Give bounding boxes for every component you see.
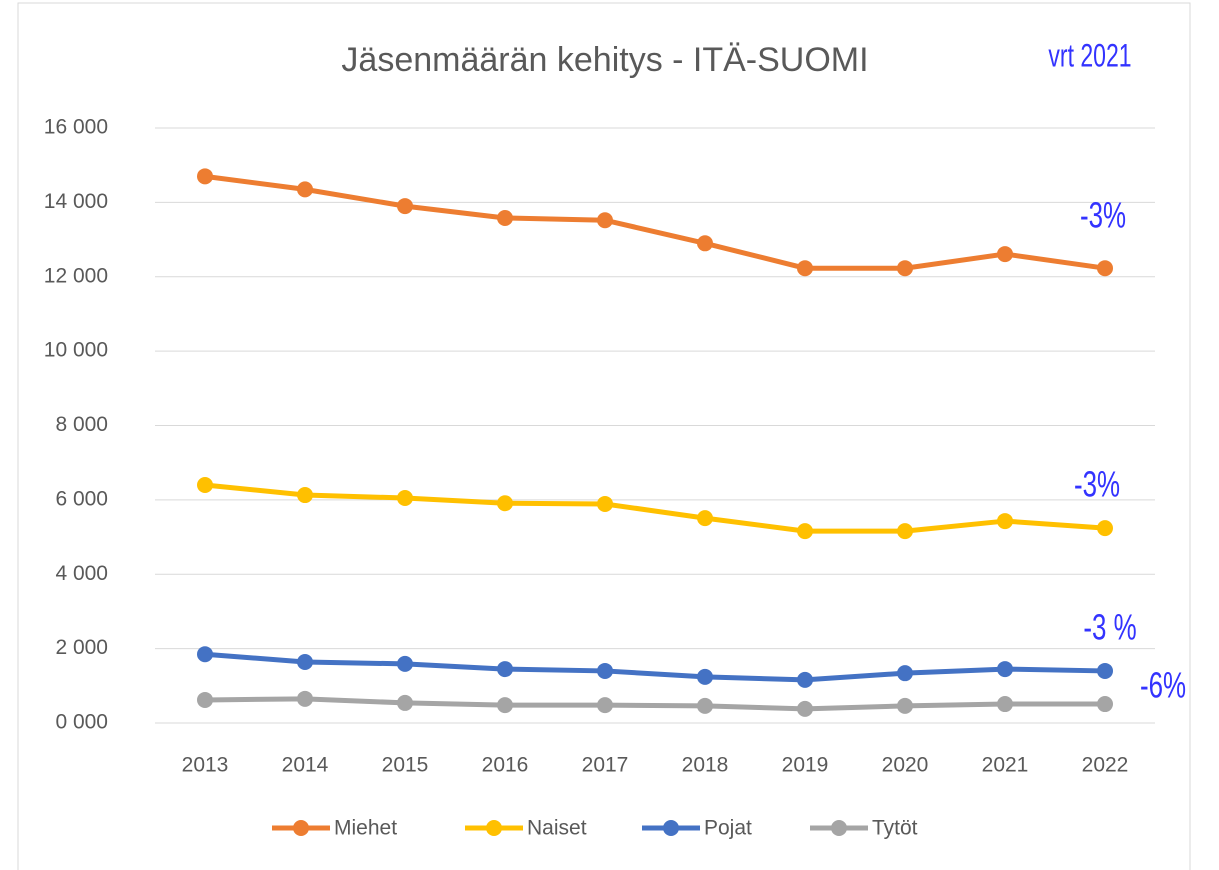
x-tick-label: 2017 [582, 754, 629, 777]
legend-label: Pojat [704, 817, 752, 840]
x-tick-label: 2020 [882, 754, 929, 777]
annotation: -3% [1074, 464, 1120, 504]
y-tick-label: 16 000 [44, 116, 108, 139]
annotation: -3% [1080, 195, 1126, 235]
y-tick-label: 4 000 [55, 562, 108, 585]
data-point [297, 690, 313, 707]
annotation: vrt 2021 [1048, 38, 1131, 74]
x-tick-label: 2022 [1082, 754, 1129, 777]
legend-marker [486, 820, 502, 836]
data-point [197, 168, 213, 185]
x-tick-label: 2013 [182, 754, 229, 777]
data-point [797, 700, 813, 717]
data-point [197, 477, 213, 493]
data-point [197, 646, 213, 663]
data-point [997, 513, 1013, 530]
series-line [204, 696, 1105, 712]
data-point [497, 209, 513, 226]
legend-label: Miehet [334, 817, 397, 840]
data-point [297, 487, 313, 504]
annotation: -6% [1140, 665, 1186, 705]
data-point [397, 198, 413, 215]
y-tick-label: 8 000 [55, 413, 108, 436]
series-line [204, 482, 1106, 534]
data-point [297, 181, 313, 198]
data-point [697, 697, 713, 714]
data-point [897, 260, 913, 277]
x-tick-label: 2021 [982, 754, 1029, 777]
y-tick-label: 0 000 [55, 711, 108, 734]
legend-marker [831, 820, 847, 836]
data-point [897, 697, 913, 714]
x-tick-label: 2015 [382, 754, 429, 777]
data-point [597, 697, 613, 714]
y-tick-label: 6 000 [55, 487, 108, 510]
data-point [797, 523, 813, 540]
legend-label: Tytöt [872, 817, 918, 840]
data-point [797, 671, 813, 688]
data-point [897, 523, 913, 540]
data-point [197, 691, 213, 708]
data-point [1097, 662, 1113, 679]
data-point [497, 697, 513, 714]
data-point [597, 495, 613, 512]
chart-title: Jäsenmäärän kehitys - ITÄ-SUOMI [341, 41, 868, 79]
data-point [397, 655, 413, 672]
data-point [697, 668, 713, 685]
x-tick-label: 2016 [482, 754, 529, 777]
data-point [997, 246, 1013, 263]
data-point [997, 696, 1013, 713]
legend-marker [663, 820, 679, 836]
legend-label: Naiset [527, 817, 587, 840]
y-tick-label: 2 000 [55, 636, 108, 659]
data-point [397, 490, 413, 507]
data-point [497, 495, 513, 512]
chart-border [17, 2, 1191, 870]
data-point [597, 212, 613, 229]
data-point [1097, 520, 1113, 537]
legend-marker [293, 820, 309, 836]
data-point [697, 235, 713, 252]
data-point [297, 654, 313, 671]
data-point [697, 510, 713, 527]
data-point [997, 661, 1013, 678]
data-point [1097, 696, 1113, 713]
y-tick-label: 10 000 [44, 339, 108, 362]
x-tick-label: 2018 [682, 754, 729, 777]
data-point [597, 662, 613, 679]
annotation: -3 % [1083, 607, 1136, 647]
y-tick-label: 14 000 [44, 190, 108, 213]
x-tick-label: 2019 [782, 754, 829, 777]
data-point [397, 694, 413, 711]
series-line [204, 173, 1106, 271]
x-tick-label: 2014 [282, 754, 329, 777]
data-point [797, 260, 813, 277]
series-line [204, 651, 1106, 683]
data-point [1097, 260, 1113, 277]
data-point [497, 661, 513, 678]
y-tick-label: 12 000 [44, 264, 108, 287]
data-point [897, 665, 913, 682]
